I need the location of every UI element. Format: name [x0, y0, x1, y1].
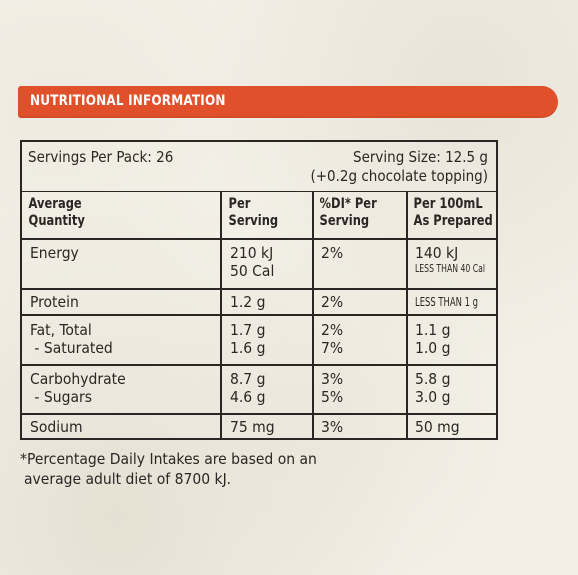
- row-divider: [22, 413, 496, 415]
- nutrition-panel: Servings Per Pack: 26 Serving Size: 12.5…: [20, 140, 498, 440]
- nutrient-subname: - Sugars: [30, 388, 92, 406]
- column-header-per-serving: Per Serving: [222, 196, 279, 230]
- column-header-di-line2: Serving: [319, 213, 370, 229]
- column-divider: [312, 191, 314, 440]
- banner-title: NUTRITIONAL INFORMATION: [30, 93, 226, 109]
- nutrient-subname: - Saturated: [30, 339, 113, 357]
- serving-size-line: Serving Size: 12.5 g: [353, 148, 488, 166]
- nutrient-name: Fat, Total: [30, 321, 92, 339]
- value-per-100ml-small: LESS THAN 40 Cal: [415, 262, 485, 275]
- servings-header: Servings Per Pack: 26 Serving Size: 12.5…: [22, 142, 496, 192]
- value-per-100ml: 140 kJ: [415, 244, 459, 262]
- daily-intake-footnote: *Percentage Daily Intakes are based on a…: [20, 449, 317, 489]
- row-divider: [22, 238, 496, 240]
- table-row-sodium-per-serving: 75 mg: [222, 418, 275, 436]
- serving-size-note: (+0.2g chocolate topping): [310, 167, 488, 185]
- nutrient-name: Carbohydrate: [30, 370, 126, 388]
- table-row-energy-di: 2%: [313, 244, 343, 262]
- column-header-quantity: Average Quantity: [22, 196, 85, 230]
- column-divider: [406, 191, 408, 440]
- column-header-di: %DI* Per Serving: [313, 196, 377, 230]
- value-di: 5%: [321, 388, 344, 406]
- table-row-carbohydrate-per-100ml: 5.8 g 3.0 g: [407, 370, 450, 406]
- table-row-protein-di: 2%: [313, 293, 343, 311]
- value-per-serving: 75 mg: [230, 418, 275, 436]
- table-row-fat-di: 2% 7%: [313, 321, 343, 357]
- table-row-fat-per-100ml: 1.1 g 1.0 g: [407, 321, 450, 357]
- value-per-serving: 1.2 g: [230, 293, 266, 311]
- column-header-per-serving-line2: Serving: [228, 213, 279, 229]
- table-row-protein-per-100ml: LESS THAN 1 g: [407, 295, 496, 309]
- table-row-fat-per-serving: 1.7 g 1.6 g: [222, 321, 265, 357]
- column-header-di-line1: %DI* Per: [319, 196, 377, 212]
- table-row-fat-label: Fat, Total - Saturated: [22, 321, 113, 357]
- value-per-serving: 50 Cal: [230, 262, 275, 280]
- table-row-energy-per-100ml: 140 kJ LESS THAN 40 Cal: [407, 244, 505, 276]
- value-per-serving: 8.7 g: [230, 370, 266, 388]
- nutrient-name: Sodium: [30, 418, 83, 436]
- table-row-energy-label: Energy: [22, 244, 79, 262]
- column-header-per-100ml-line1: Per 100mL: [413, 196, 483, 212]
- table-row-protein-per-serving: 1.2 g: [222, 293, 265, 311]
- nutrition-banner: NUTRITIONAL INFORMATION: [18, 86, 558, 118]
- value-di: 3%: [321, 370, 344, 388]
- column-header-per-100ml: Per 100mL As Prepared: [407, 196, 493, 230]
- value-per-100ml: 3.0 g: [415, 388, 451, 406]
- serving-size: Serving Size: 12.5 g (+0.2g chocolate to…: [310, 148, 488, 186]
- value-di: 2%: [321, 244, 344, 262]
- value-per-100ml: 5.8 g: [415, 370, 451, 388]
- value-per-100ml-small: LESS THAN 1 g: [415, 295, 478, 309]
- value-per-100ml: 50 mg: [415, 418, 460, 436]
- servings-per-pack: Servings Per Pack: 26: [28, 148, 174, 166]
- column-divider: [220, 191, 222, 440]
- value-per-100ml: 1.1 g: [415, 321, 451, 339]
- footnote-line: *Percentage Daily Intakes are based on a…: [20, 450, 317, 468]
- column-header-quantity-line1: Average: [28, 196, 82, 212]
- value-per-serving: 1.6 g: [230, 339, 266, 357]
- table-row-energy-per-serving: 210 kJ 50 Cal: [222, 244, 274, 280]
- table-row-carbohydrate-label: Carbohydrate - Sugars: [22, 370, 126, 406]
- column-header-per-serving-line1: Per: [228, 196, 251, 212]
- column-header-quantity-line2: Quantity: [28, 213, 85, 229]
- value-di: 2%: [321, 293, 344, 311]
- nutrient-name: Energy: [30, 244, 79, 262]
- value-per-100ml: 1.0 g: [415, 339, 451, 357]
- value-per-serving: 210 kJ: [230, 244, 274, 262]
- value-di: 2%: [321, 321, 344, 339]
- table-row-carbohydrate-per-serving: 8.7 g 4.6 g: [222, 370, 265, 406]
- table-row-protein-label: Protein: [22, 293, 79, 311]
- row-divider: [22, 314, 496, 316]
- row-divider: [22, 364, 496, 366]
- value-per-serving: 4.6 g: [230, 388, 266, 406]
- nutrient-name: Protein: [30, 293, 79, 311]
- value-di: 3%: [321, 418, 344, 436]
- value-per-serving: 1.7 g: [230, 321, 266, 339]
- footnote-line: average adult diet of 8700 kJ.: [24, 470, 232, 488]
- table-row-sodium-per-100ml: 50 mg: [407, 418, 460, 436]
- value-di: 7%: [321, 339, 344, 357]
- row-divider: [22, 288, 496, 290]
- column-header-per-100ml-line2: As Prepared: [413, 213, 493, 229]
- table-row-sodium-label: Sodium: [22, 418, 83, 436]
- table-row-carbohydrate-di: 3% 5%: [313, 370, 343, 406]
- table-row-sodium-di: 3%: [313, 418, 343, 436]
